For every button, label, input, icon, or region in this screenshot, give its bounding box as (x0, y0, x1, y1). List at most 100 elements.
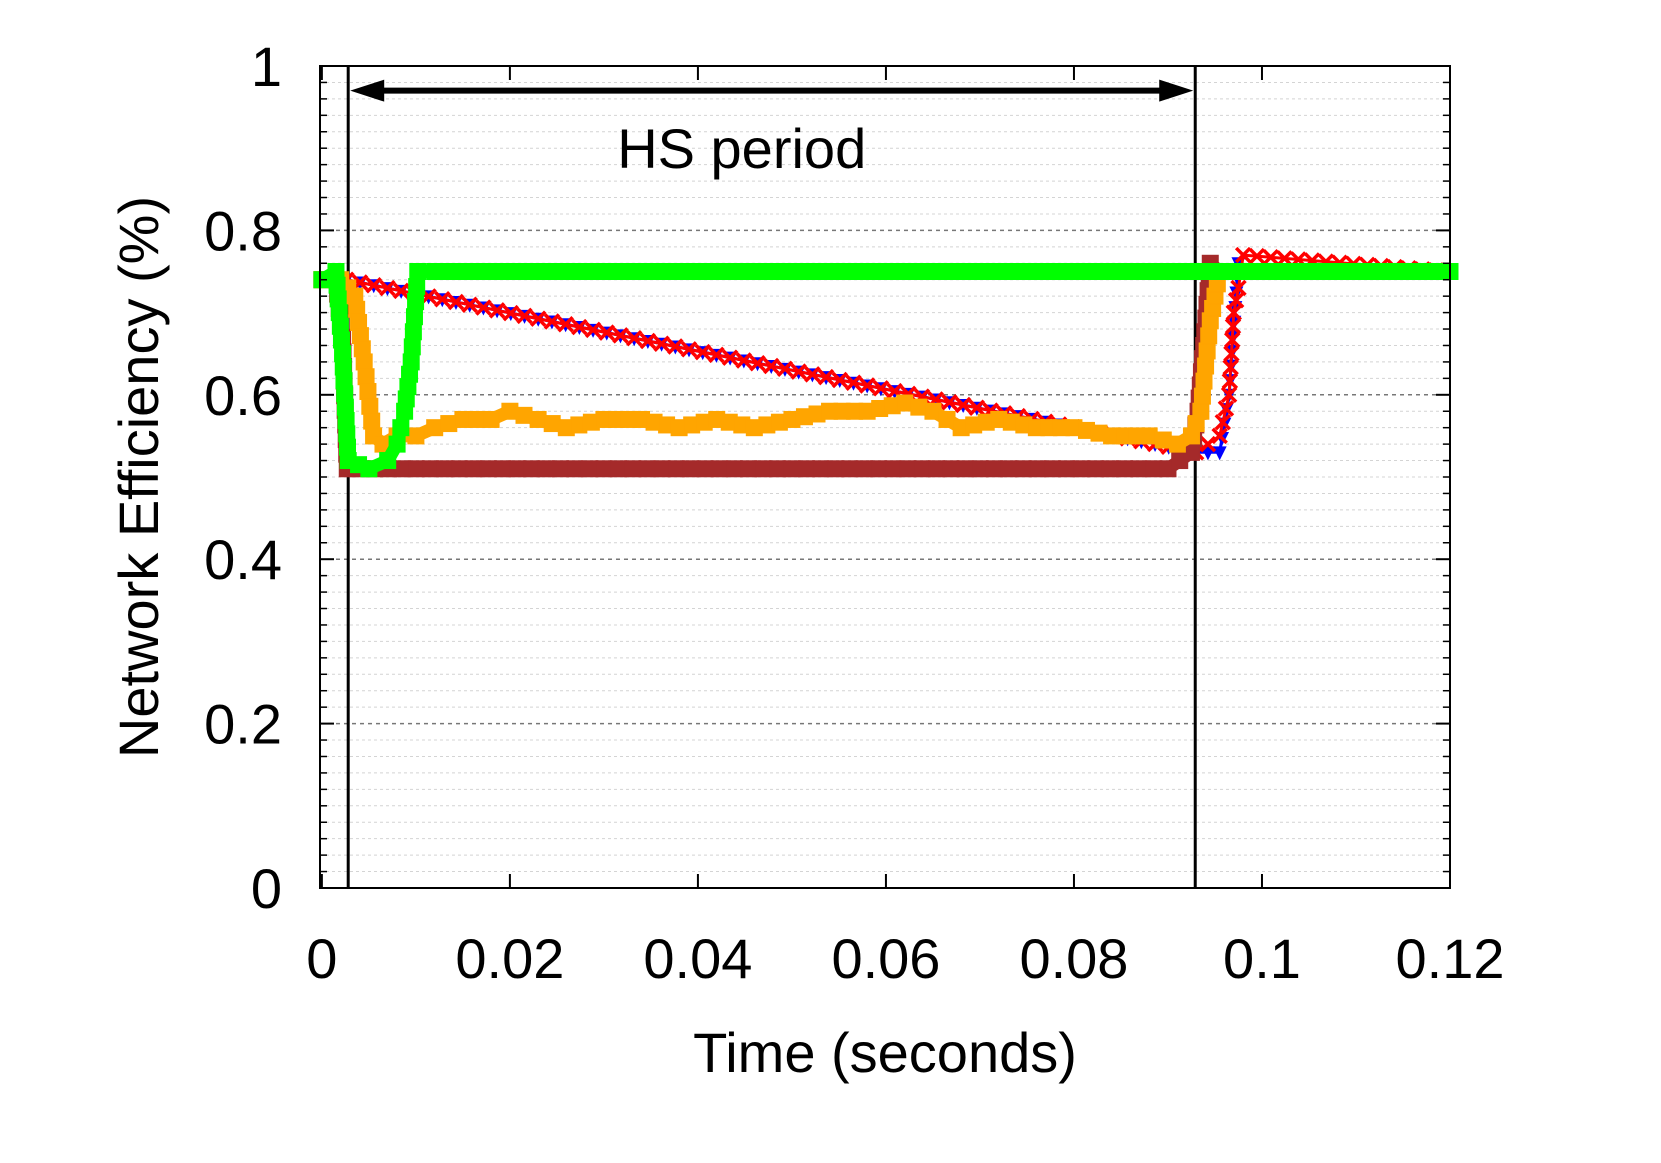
hs-period-arrowhead-right (1159, 79, 1194, 102)
series-marker (905, 263, 923, 280)
series-marker (667, 460, 685, 478)
series-marker (976, 263, 994, 280)
series-4 (313, 263, 1459, 478)
series-marker (595, 263, 613, 280)
series-marker (1200, 327, 1218, 345)
series-marker (1131, 263, 1149, 280)
x-tick-labels: 0 0.02 0.04 0.06 0.08 0.1 0.12 (306, 927, 1504, 990)
series-marker (454, 263, 472, 280)
series-marker (359, 383, 377, 401)
series-marker (1224, 318, 1242, 335)
series-marker (1220, 386, 1238, 404)
series-marker (595, 460, 613, 478)
series-marker (954, 396, 972, 414)
series-marker (797, 460, 815, 478)
x-tick-label: 0 (306, 927, 337, 990)
series-marker (768, 460, 786, 478)
y-axis-label: Network Efficiency (%) (107, 196, 170, 758)
series-marker (465, 460, 483, 478)
series-marker (1159, 263, 1177, 280)
series-marker (436, 460, 454, 478)
series-marker (928, 460, 946, 478)
series-marker (910, 398, 928, 416)
series-marker (408, 278, 426, 296)
series-marker (1145, 460, 1163, 478)
series-marker (1187, 263, 1205, 280)
series-marker (845, 374, 862, 391)
series-marker (501, 402, 519, 420)
y-tick-labels: 0 0.2 0.4 0.6 0.8 1 (204, 35, 282, 920)
series-marker (515, 406, 533, 424)
series-marker (792, 263, 810, 280)
series-marker (804, 366, 821, 383)
series-marker (363, 412, 381, 430)
y-tick-label: 1 (251, 35, 282, 98)
series-marker (355, 353, 373, 371)
series-marker (1214, 413, 1232, 431)
series-marker (891, 263, 909, 280)
series-marker (524, 263, 542, 280)
series-marker (1286, 263, 1304, 280)
series-marker (1272, 263, 1290, 280)
series-marker (1046, 263, 1064, 280)
series-marker (933, 263, 951, 280)
y-tick-label: 0 (251, 857, 282, 920)
series-marker (447, 293, 465, 311)
series-marker (841, 460, 859, 478)
series-marker (379, 452, 397, 470)
series-marker (783, 460, 801, 478)
series-marker (1356, 263, 1374, 280)
series-marker (1215, 263, 1233, 280)
series-marker (740, 460, 758, 478)
series-marker (553, 263, 571, 280)
series-marker (421, 460, 439, 478)
series-3 (313, 263, 1459, 453)
series-marker (763, 357, 780, 375)
series-marker (1244, 263, 1262, 280)
series-marker (557, 316, 574, 333)
series-marker (855, 460, 873, 478)
y-tick-label: 0.2 (204, 693, 282, 756)
series-marker (1117, 263, 1135, 280)
series-marker (1060, 263, 1078, 280)
series-marker (896, 394, 914, 412)
series-marker (667, 338, 684, 355)
series-marker (1211, 427, 1228, 445)
series-marker (1427, 263, 1445, 280)
series-marker (1074, 263, 1092, 280)
series-marker (392, 419, 410, 437)
series-marker (1223, 345, 1240, 362)
series-marker (567, 263, 585, 280)
series-marker (1116, 460, 1134, 478)
series-marker (1088, 263, 1106, 280)
series-marker (379, 279, 396, 297)
series-marker (609, 263, 627, 280)
series-marker (468, 263, 486, 280)
series-line (315, 256, 1457, 476)
series-marker (1212, 446, 1227, 461)
series-marker (539, 263, 557, 280)
series-marker (863, 263, 881, 280)
series-marker (680, 341, 698, 358)
axis-ticks (320, 65, 1451, 889)
series-marker (508, 460, 526, 478)
series-marker (1018, 263, 1036, 280)
series-marker (1173, 263, 1191, 280)
series-marker (694, 343, 711, 361)
series-marker (947, 263, 965, 280)
series-marker (736, 263, 754, 280)
series-marker (1130, 460, 1148, 478)
series-group (313, 246, 1459, 478)
series-marker (598, 324, 615, 341)
series-marker (821, 263, 839, 280)
series-marker (985, 460, 1003, 478)
series-marker (665, 263, 683, 280)
series-marker (831, 371, 849, 389)
series-marker (450, 460, 468, 478)
series-marker (708, 263, 726, 280)
series-marker (407, 427, 425, 445)
series-marker (899, 460, 917, 478)
series-marker (1221, 372, 1239, 390)
series-marker (468, 410, 486, 428)
